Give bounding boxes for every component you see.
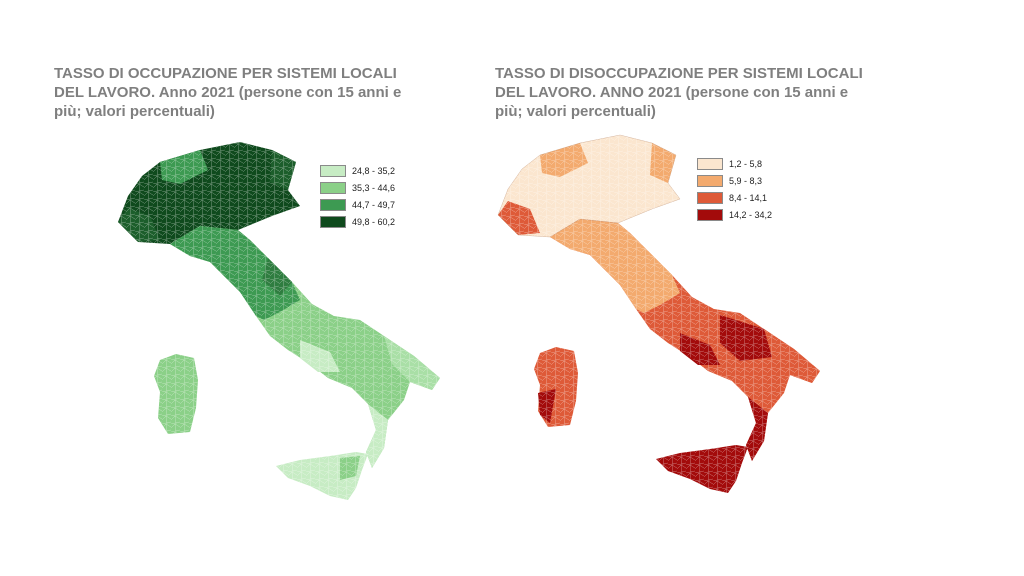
sardinia-borders: [534, 347, 578, 427]
legend-item: 14,2 - 34,2: [697, 207, 772, 223]
legend-item: 8,4 - 14,1: [697, 190, 772, 206]
peninsula-borders: [550, 219, 820, 461]
sardinia-borders: [154, 354, 198, 434]
legend-label: 49,8 - 60,2: [352, 217, 396, 227]
occupation-map-title: TASSO DI OCCUPAZIONE PER SISTEMI LOCALI …: [54, 65, 402, 120]
sicily-borders: [276, 452, 368, 500]
legend-swatch: [697, 209, 723, 221]
unemployment-map: [497, 134, 820, 493]
legend-swatch: [697, 192, 723, 204]
legend-swatch: [697, 175, 723, 187]
occupation-legend: 24,8 - 35,2 35,3 - 44,6 44,7 - 49,7 49,8…: [320, 163, 395, 231]
legend-item: 44,7 - 49,7: [320, 197, 395, 213]
legend-item: 49,8 - 60,2: [320, 214, 395, 230]
peninsula-borders: [170, 226, 440, 468]
legend-label: 5,9 - 8,3: [729, 176, 763, 186]
legend-item: 35,3 - 44,6: [320, 180, 395, 196]
north-borders: [498, 135, 680, 237]
north-borders: [118, 142, 300, 244]
legend-swatch: [697, 158, 723, 170]
legend-swatch: [320, 182, 346, 194]
legend-label: 1,2 - 5,8: [729, 159, 763, 169]
legend-label: 35,3 - 44,6: [352, 183, 396, 193]
legend-item: 24,8 - 35,2: [320, 163, 395, 179]
unemployment-map-title: TASSO DI DISOCCUPAZIONE PER SISTEMI LOCA…: [495, 65, 863, 120]
legend-swatch: [320, 199, 346, 211]
legend-label: 24,8 - 35,2: [352, 166, 396, 176]
legend-item: 1,2 - 5,8: [697, 156, 772, 172]
occupation-map: [118, 142, 440, 500]
legend-label: 44,7 - 49,7: [352, 200, 396, 210]
unemployment-legend: 1,2 - 5,8 5,9 - 8,3 8,4 - 14,1 14,2 - 34…: [697, 156, 772, 224]
legend-swatch: [320, 216, 346, 228]
sicily-borders: [656, 445, 748, 493]
legend-label: 14,2 - 34,2: [729, 210, 773, 220]
legend-label: 8,4 - 14,1: [729, 193, 768, 203]
legend-swatch: [320, 165, 346, 177]
legend-item: 5,9 - 8,3: [697, 173, 772, 189]
